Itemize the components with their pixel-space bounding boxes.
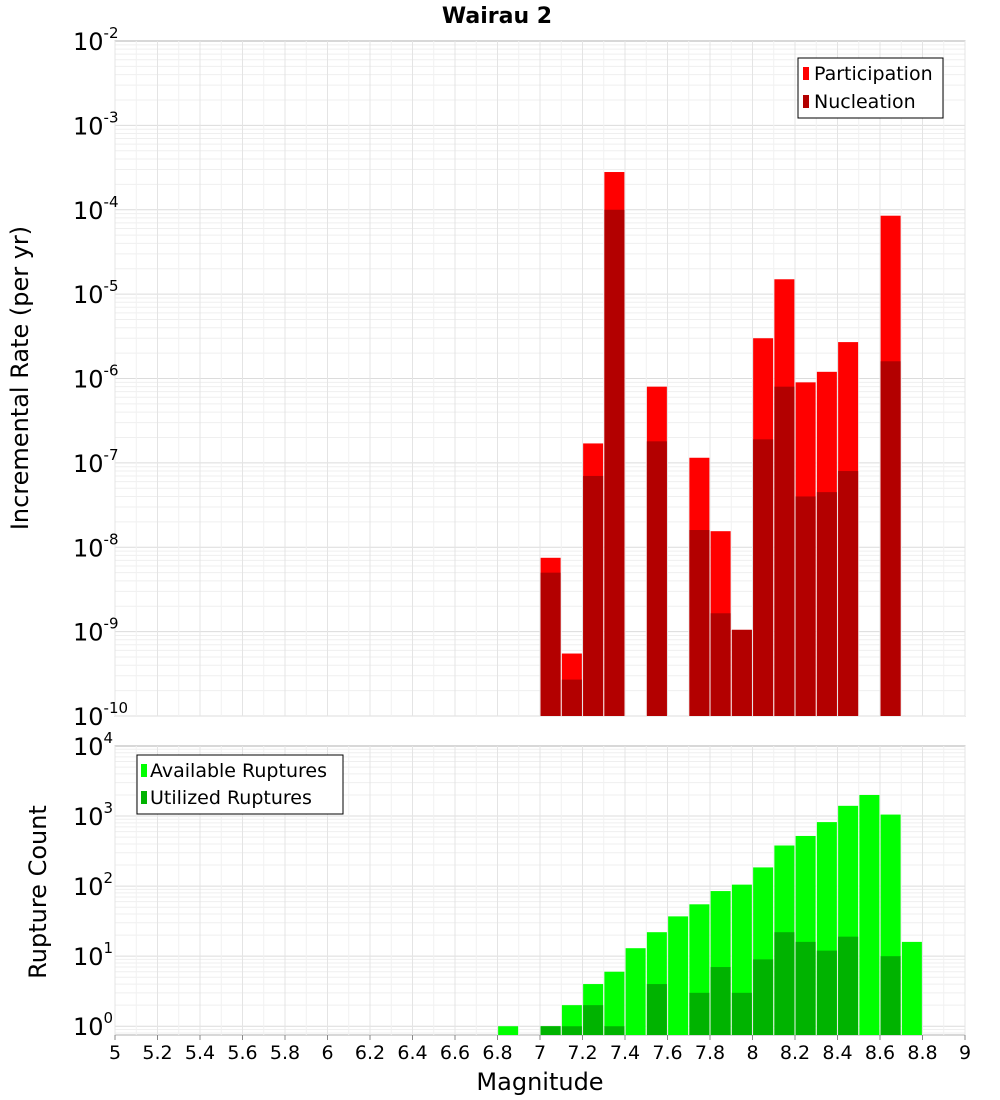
rate-y-tick-label: 10-10 bbox=[73, 699, 128, 731]
rate-bar-b bbox=[561, 679, 582, 716]
legend-swatch-utilized bbox=[141, 791, 147, 804]
count-bar-b bbox=[880, 956, 901, 1035]
rate-bar-b bbox=[583, 475, 604, 716]
rate-bar-b bbox=[816, 492, 837, 716]
rate-bar-b bbox=[774, 386, 795, 716]
x-tick-label: 8.8 bbox=[907, 1042, 937, 1064]
rate-bar-b bbox=[753, 439, 774, 716]
count-y-tick-label: 101 bbox=[73, 939, 113, 971]
x-tick-label: 7.8 bbox=[695, 1042, 725, 1064]
count-bar-b bbox=[731, 992, 752, 1035]
x-tick-label: 8.4 bbox=[822, 1042, 852, 1064]
x-tick-label: 7.2 bbox=[567, 1042, 597, 1064]
rate-legend: Participation Nucleation bbox=[797, 57, 944, 119]
x-tick-label: 5.4 bbox=[185, 1042, 215, 1064]
count-bar-a bbox=[625, 948, 646, 1035]
legend-label-utilized: Utilized Ruptures bbox=[150, 787, 312, 809]
count-y-tick-label: 102 bbox=[73, 869, 113, 901]
count-y-tick-label: 104 bbox=[73, 729, 113, 761]
count-bar-a bbox=[901, 941, 922, 1035]
count-bar-b bbox=[689, 992, 710, 1035]
count-bar-a bbox=[498, 1026, 519, 1035]
rate-y-tick-label: 10-4 bbox=[73, 193, 119, 225]
rate-y-axis-label: Incremental Rate (per yr) bbox=[6, 226, 34, 530]
rate-y-tick-label: 10-9 bbox=[73, 615, 119, 647]
x-tick-label: 8.2 bbox=[780, 1042, 810, 1064]
rate-bar-b bbox=[795, 496, 816, 716]
count-y-axis-label: Rupture Count bbox=[24, 805, 52, 979]
x-tick-label: 6.2 bbox=[355, 1042, 385, 1064]
x-tick-label: 5.6 bbox=[227, 1042, 257, 1064]
rate-bar-b bbox=[838, 471, 859, 716]
x-tick-label: 6 bbox=[321, 1042, 333, 1064]
x-tick-label: 5.2 bbox=[142, 1042, 172, 1064]
rate-y-tick-label: 10-8 bbox=[73, 530, 119, 562]
count-bar-b bbox=[795, 941, 816, 1035]
legend-label-available: Available Ruptures bbox=[150, 760, 327, 782]
rate-y-tick-label: 10-5 bbox=[73, 277, 119, 309]
rate-legend-box bbox=[797, 57, 944, 119]
rate-bar-b bbox=[604, 209, 625, 716]
count-bar-b bbox=[774, 932, 795, 1035]
rate-panel: 10-2 10-3 10-4 10-5 10-6 10-7 10-8 10-9 10-10 In… bbox=[6, 24, 966, 731]
count-y-tick-label: 100 bbox=[73, 1009, 113, 1041]
rate-y-tick-label: 10-3 bbox=[73, 108, 119, 140]
count-bars bbox=[498, 794, 922, 1035]
x-axis-label: Magnitude bbox=[476, 1068, 603, 1096]
x-tick-label: 7.4 bbox=[610, 1042, 640, 1064]
count-legend: Available Ruptures Utilized Ruptures bbox=[136, 754, 344, 815]
count-bar-b bbox=[816, 950, 837, 1035]
x-tick-label: 5 bbox=[109, 1042, 121, 1064]
x-tick-label: 7.6 bbox=[652, 1042, 682, 1064]
count-bar-b bbox=[604, 1026, 625, 1035]
legend-swatch-available bbox=[141, 764, 147, 777]
count-panel: 104 103 102 101 100 5 5.2 5.4 5.6 5.8 6 6.2 6.4 6.6 6… bbox=[24, 729, 971, 1096]
chart-title: Wairau 2 bbox=[442, 4, 552, 29]
count-bar-b bbox=[646, 984, 667, 1035]
rate-bar-b bbox=[880, 361, 901, 716]
legend-swatch-participation bbox=[803, 67, 809, 80]
count-bar-b bbox=[540, 1026, 561, 1035]
x-tick-label: 9 bbox=[959, 1042, 971, 1064]
count-y-ticks: 104 103 102 101 100 bbox=[73, 729, 113, 1041]
count-bar-b bbox=[838, 936, 859, 1035]
count-y-tick-label: 103 bbox=[73, 799, 113, 831]
count-bar-a bbox=[668, 916, 689, 1035]
rate-bar-b bbox=[540, 572, 561, 716]
rate-y-tick-label: 10-7 bbox=[73, 446, 119, 478]
x-ticks: 5 5.2 5.4 5.6 5.8 6 6.2 6.4 6.6 6.8 7 7.2 7.4 7.6 7.8 8… bbox=[109, 1035, 971, 1064]
x-tick-label: 5.8 bbox=[270, 1042, 300, 1064]
x-tick-label: 6.6 bbox=[440, 1042, 470, 1064]
legend-label-participation: Participation bbox=[814, 63, 933, 85]
rate-bar-b bbox=[731, 629, 752, 716]
rate-bar-b bbox=[646, 441, 667, 716]
x-tick-label: 8 bbox=[746, 1042, 758, 1064]
count-bar-a bbox=[859, 794, 880, 1035]
legend-swatch-nucleation bbox=[803, 95, 809, 108]
rate-gridlines bbox=[114, 41, 966, 717]
rate-bars bbox=[540, 172, 901, 717]
x-tick-label: 6.4 bbox=[397, 1042, 427, 1064]
x-tick-label: 7 bbox=[534, 1042, 546, 1064]
count-bar-b bbox=[710, 967, 731, 1035]
count-bar-a bbox=[604, 971, 625, 1035]
rate-bar-b bbox=[689, 530, 710, 716]
count-legend-box bbox=[136, 754, 344, 815]
rate-y-tick-label: 10-2 bbox=[73, 24, 119, 56]
x-tick-label: 8.6 bbox=[865, 1042, 895, 1064]
rate-y-ticks: 10-2 10-3 10-4 10-5 10-6 10-7 10-8 10-9 10-10 bbox=[73, 24, 128, 731]
legend-label-nucleation: Nucleation bbox=[814, 91, 916, 113]
count-bar-b bbox=[561, 1026, 582, 1035]
rate-bar-b bbox=[710, 613, 731, 716]
count-bar-b bbox=[583, 1005, 604, 1035]
count-bar-b bbox=[753, 959, 774, 1035]
x-tick-label: 6.8 bbox=[482, 1042, 512, 1064]
rate-y-tick-label: 10-6 bbox=[73, 362, 119, 394]
